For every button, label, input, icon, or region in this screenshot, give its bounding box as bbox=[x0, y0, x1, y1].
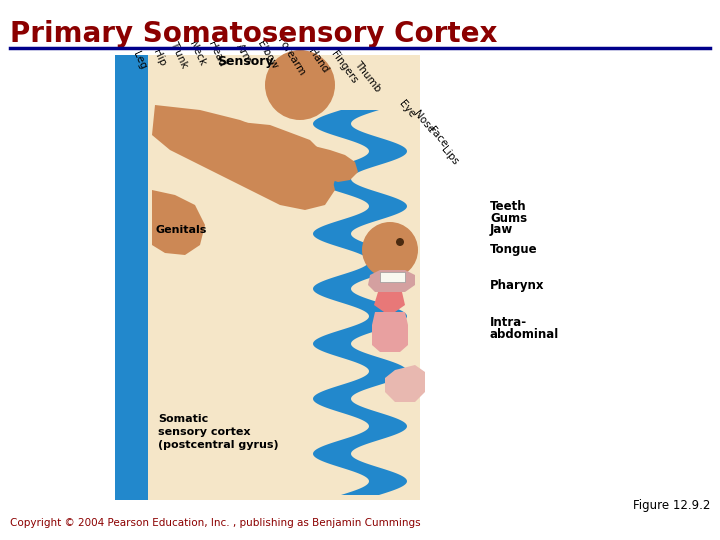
Text: Nose: Nose bbox=[412, 109, 436, 135]
Text: Intra-: Intra- bbox=[490, 316, 527, 329]
Circle shape bbox=[396, 238, 404, 246]
Text: Hip: Hip bbox=[151, 48, 168, 68]
Text: Head: Head bbox=[206, 39, 227, 68]
Polygon shape bbox=[115, 55, 148, 500]
Text: Neck: Neck bbox=[187, 40, 207, 68]
Text: Forearm: Forearm bbox=[276, 36, 307, 77]
Polygon shape bbox=[220, 120, 335, 200]
Text: Leg: Leg bbox=[131, 49, 148, 70]
Text: Tongue: Tongue bbox=[490, 244, 538, 256]
Text: abdominal: abdominal bbox=[490, 328, 559, 341]
Polygon shape bbox=[374, 292, 405, 312]
Text: Somatic
sensory cortex
(postcentral gyrus): Somatic sensory cortex (postcentral gyru… bbox=[158, 414, 279, 450]
Text: Jaw: Jaw bbox=[490, 222, 513, 235]
Polygon shape bbox=[199, 110, 261, 340]
Polygon shape bbox=[380, 272, 405, 282]
Text: Sensory: Sensory bbox=[217, 55, 274, 68]
Text: Teeth: Teeth bbox=[490, 200, 526, 213]
Polygon shape bbox=[368, 270, 415, 292]
Text: Hand: Hand bbox=[306, 46, 330, 75]
Polygon shape bbox=[152, 110, 310, 340]
Text: Pharynx: Pharynx bbox=[490, 279, 544, 292]
Polygon shape bbox=[115, 55, 420, 500]
Text: Primary Somatosensory Cortex: Primary Somatosensory Cortex bbox=[10, 20, 498, 48]
Text: Genitals: Genitals bbox=[156, 225, 207, 235]
Text: Figure 12.9.2: Figure 12.9.2 bbox=[633, 499, 710, 512]
Circle shape bbox=[362, 222, 418, 278]
Polygon shape bbox=[152, 190, 205, 255]
Text: Face: Face bbox=[426, 125, 449, 149]
Text: Lips: Lips bbox=[439, 145, 460, 167]
Polygon shape bbox=[152, 105, 335, 210]
Text: Gums: Gums bbox=[490, 212, 527, 225]
Text: Arm: Arm bbox=[235, 42, 254, 65]
Text: Thumb: Thumb bbox=[353, 59, 383, 94]
Polygon shape bbox=[385, 365, 425, 402]
Text: Trunk: Trunk bbox=[168, 40, 189, 70]
Circle shape bbox=[265, 50, 335, 120]
Text: Copyright © 2004 Pearson Education, Inc. , publishing as Benjamin Cummings: Copyright © 2004 Pearson Education, Inc.… bbox=[10, 518, 420, 528]
Polygon shape bbox=[372, 312, 408, 352]
Text: Eye: Eye bbox=[397, 98, 417, 119]
Polygon shape bbox=[313, 110, 407, 495]
Polygon shape bbox=[310, 145, 358, 182]
Text: Fingers: Fingers bbox=[329, 49, 359, 85]
Text: Elbow: Elbow bbox=[256, 38, 279, 70]
